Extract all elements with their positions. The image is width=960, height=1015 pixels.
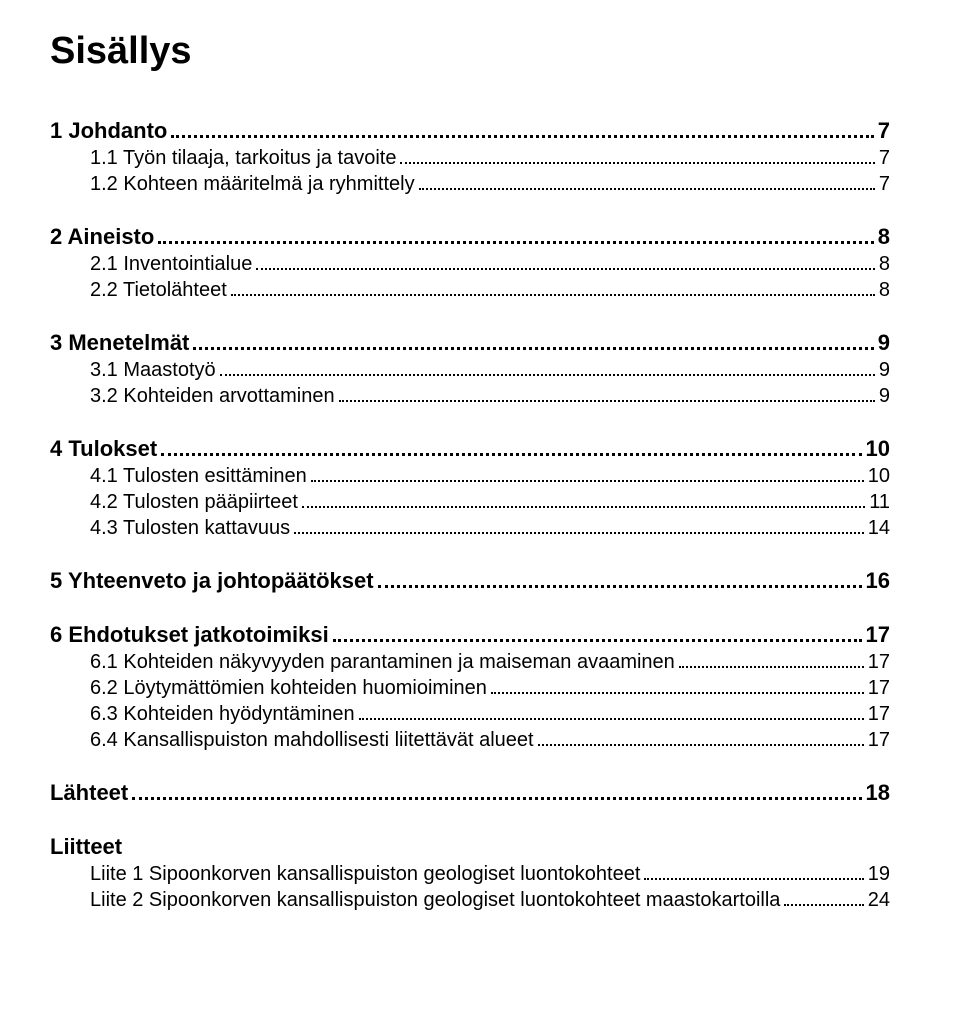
toc-entry-label: 2.2 Tietolähteet	[90, 279, 227, 302]
toc-entry: 1.1 Työn tilaaja, tarkoitus ja tavoite 7	[50, 146, 890, 170]
appendix-list: Liite 1 Sipoonkorven kansallispuiston ge…	[50, 862, 890, 912]
toc-leader-dots	[132, 780, 861, 800]
toc-entry-label: 3.1 Maastotyö	[90, 359, 216, 382]
toc-entry-page: 17	[868, 651, 890, 674]
toc-entry-label: 5 Yhteenveto ja johtopäätökset	[50, 568, 374, 594]
toc-entry-page: 17	[868, 729, 890, 752]
toc-entry-label: 4.1 Tulosten esittäminen	[90, 465, 307, 488]
toc-entry-label: 1.1 Työn tilaaja, tarkoitus ja tavoite	[90, 147, 396, 170]
appendix-heading: Liitteet	[50, 834, 890, 860]
toc-entry: 3.2 Kohteiden arvottaminen 9	[50, 384, 890, 408]
toc-entry-page: 9	[878, 330, 890, 356]
toc-entry-label: 1.2 Kohteen määritelmä ja ryhmittely	[90, 173, 415, 196]
toc-leader-dots	[256, 252, 875, 270]
toc-entry-page: 7	[879, 173, 890, 196]
toc-entry: 1.2 Kohteen määritelmä ja ryhmittely 7	[50, 172, 890, 196]
toc-entry: 4 Tulokset 10	[50, 436, 890, 462]
toc-leader-dots	[294, 516, 864, 534]
toc-entry-page: 17	[868, 677, 890, 700]
toc-leader-dots	[419, 172, 875, 190]
toc-entry: 6.4 Kansallispuiston mahdollisesti liite…	[50, 728, 890, 752]
toc-entry-page: 10	[868, 465, 890, 488]
toc-leader-dots	[193, 330, 873, 350]
toc-entry-label: 3 Menetelmät	[50, 330, 189, 356]
toc-leader-dots	[491, 676, 864, 694]
toc-entry-label: 6.2 Löytymättömien kohteiden huomioimine…	[90, 677, 487, 700]
toc-entry-page: 11	[869, 491, 890, 514]
toc-leader-dots	[220, 358, 875, 376]
toc-entry-page: 7	[878, 118, 890, 144]
toc-entry-page: 8	[879, 279, 890, 302]
toc-entry-label: 6.1 Kohteiden näkyvyyden parantaminen ja…	[90, 651, 675, 674]
toc-entry: 6 Ehdotukset jatkotoimiksi 17	[50, 622, 890, 648]
toc-entry: 6.3 Kohteiden hyödyntäminen 17	[50, 702, 890, 726]
toc-entry-page: 18	[866, 780, 890, 806]
toc-entry-label: 6 Ehdotukset jatkotoimiksi	[50, 622, 329, 648]
toc-leader-dots	[538, 728, 864, 746]
toc-entry-page: 8	[879, 253, 890, 276]
toc-entry: 3 Menetelmät 9	[50, 330, 890, 356]
toc-leader-dots	[378, 568, 862, 588]
toc-entry: 2 Aineisto 8	[50, 224, 890, 250]
toc-entry-page: 8	[878, 224, 890, 250]
toc-leader-dots	[339, 384, 875, 402]
toc-entry: 4.2 Tulosten pääpiirteet 11	[50, 490, 890, 514]
toc-leader-dots	[302, 490, 865, 508]
toc-entry: 3.1 Maastotyö 9	[50, 358, 890, 382]
toc-leader-dots	[679, 650, 864, 668]
toc-entry-page: 10	[866, 436, 890, 462]
toc-entry-label: 1 Johdanto	[50, 118, 167, 144]
toc-entry-page: 9	[879, 385, 890, 408]
toc-entry-page: 17	[866, 622, 890, 648]
toc-entry-label: 2.1 Inventointialue	[90, 253, 252, 276]
toc-entry-page: 17	[868, 703, 890, 726]
toc-entry-label: 6.4 Kansallispuiston mahdollisesti liite…	[90, 729, 534, 752]
toc-entry: 4.3 Tulosten kattavuus 14	[50, 516, 890, 540]
toc-leader-dots	[231, 278, 875, 296]
toc-entry: 1 Johdanto 7	[50, 118, 890, 144]
toc-leader-dots	[400, 146, 874, 164]
toc-entry-page: 14	[868, 517, 890, 540]
appendix-entry-page: 24	[868, 889, 890, 912]
toc-entry-page: 7	[879, 147, 890, 170]
toc-leader-dots	[784, 888, 863, 906]
appendix-entry: Liite 2 Sipoonkorven kansallispuiston ge…	[50, 888, 890, 912]
toc-entry-label: 6.3 Kohteiden hyödyntäminen	[90, 703, 355, 726]
appendix-entry-label: Liite 2 Sipoonkorven kansallispuiston ge…	[90, 889, 780, 912]
toc-entry-label: 4.3 Tulosten kattavuus	[90, 517, 290, 540]
appendix-entry: Liite 1 Sipoonkorven kansallispuiston ge…	[50, 862, 890, 886]
appendix-entry-page: 19	[868, 863, 890, 886]
toc-leader-dots	[161, 436, 861, 456]
toc-entry-label: 3.2 Kohteiden arvottaminen	[90, 385, 335, 408]
toc-entry-label: 4 Tulokset	[50, 436, 157, 462]
toc-leader-dots	[158, 224, 873, 244]
toc-title: Sisällys	[50, 30, 890, 73]
toc-entry-page: 9	[879, 359, 890, 382]
toc-leader-dots	[359, 702, 864, 720]
appendix-entry-label: Liite 1 Sipoonkorven kansallispuiston ge…	[90, 863, 640, 886]
toc-entry: 6.2 Löytymättömien kohteiden huomioimine…	[50, 676, 890, 700]
toc-entry: Lähteet 18	[50, 780, 890, 806]
toc-entry-label: 4.2 Tulosten pääpiirteet	[90, 491, 298, 514]
toc-entry-page: 16	[866, 568, 890, 594]
toc-entry: 5 Yhteenveto ja johtopäätökset 16	[50, 568, 890, 594]
toc-leader-dots	[171, 118, 873, 138]
toc-entry: 6.1 Kohteiden näkyvyyden parantaminen ja…	[50, 650, 890, 674]
toc-list: 1 Johdanto71.1 Työn tilaaja, tarkoitus j…	[50, 118, 890, 806]
toc-leader-dots	[644, 862, 863, 880]
toc-entry-label: Lähteet	[50, 780, 128, 806]
toc-entry: 2.2 Tietolähteet 8	[50, 278, 890, 302]
toc-leader-dots	[311, 464, 864, 482]
toc-entry: 2.1 Inventointialue 8	[50, 252, 890, 276]
toc-leader-dots	[333, 622, 862, 642]
toc-entry-label: 2 Aineisto	[50, 224, 154, 250]
toc-entry: 4.1 Tulosten esittäminen 10	[50, 464, 890, 488]
